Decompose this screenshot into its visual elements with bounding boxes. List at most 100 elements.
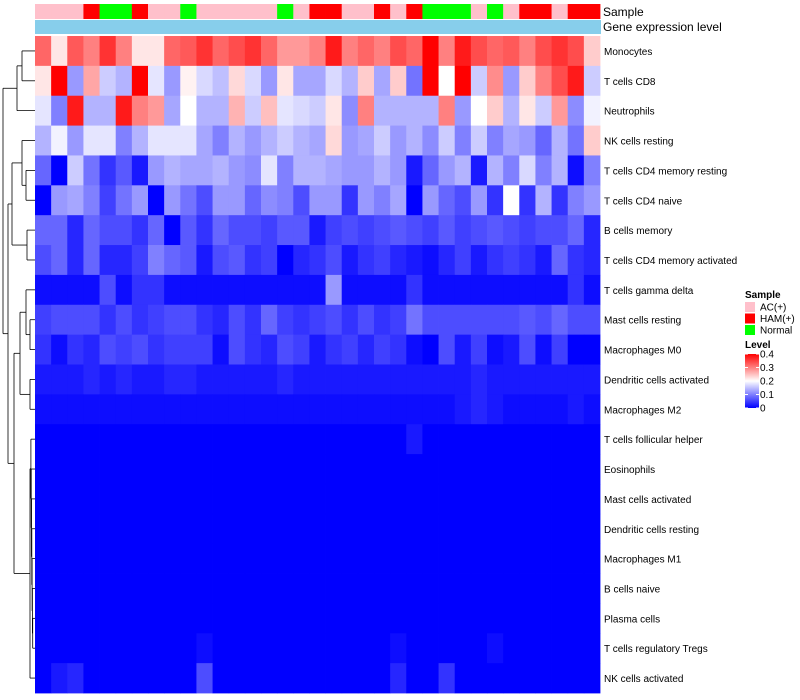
heatmap-cell bbox=[406, 274, 423, 306]
heatmap-cell bbox=[583, 155, 601, 186]
heatmap-cell bbox=[503, 245, 520, 276]
heatmap-cell bbox=[567, 573, 585, 604]
heatmap-cell bbox=[341, 573, 359, 604]
heatmap-cell bbox=[535, 65, 552, 97]
heatmap-cell bbox=[115, 274, 133, 306]
heatmap-cell bbox=[67, 245, 84, 276]
heatmap-cell bbox=[83, 483, 100, 515]
sample-annotation-cell bbox=[164, 4, 181, 19]
heatmap-cell bbox=[115, 603, 133, 634]
heatmap-cell bbox=[357, 603, 375, 634]
legend-swatch bbox=[745, 325, 755, 335]
heatmap-cell bbox=[293, 65, 310, 97]
heatmap-cell bbox=[277, 633, 294, 664]
heatmap-cell bbox=[390, 663, 407, 694]
heatmap-cell bbox=[503, 513, 520, 545]
heatmap-cell bbox=[470, 483, 488, 515]
sample-annotation-bar bbox=[35, 4, 601, 19]
heatmap-cell bbox=[35, 364, 52, 395]
heatmap-cell bbox=[309, 36, 326, 67]
heatmap-cell bbox=[535, 483, 552, 515]
heatmap-cell bbox=[406, 185, 423, 216]
heatmap-cell bbox=[67, 633, 84, 664]
annotation-label-expression: Gene expression level bbox=[603, 20, 722, 34]
heatmap-cell bbox=[196, 454, 213, 485]
heatmap-cell bbox=[148, 245, 165, 276]
heatmap-cell bbox=[567, 36, 585, 67]
heatmap-cell bbox=[551, 394, 569, 425]
heatmap-cell bbox=[454, 36, 472, 67]
heatmap-cell bbox=[261, 633, 278, 664]
heatmap-cell bbox=[35, 95, 52, 126]
heatmap-cell bbox=[535, 364, 552, 395]
heatmap-cell bbox=[131, 633, 149, 664]
heatmap-cell bbox=[406, 394, 423, 425]
row-label: Mast cells activated bbox=[604, 495, 691, 506]
heatmap-cell bbox=[180, 633, 197, 664]
heatmap-cell bbox=[325, 573, 343, 604]
legend-tick-label: 0.3 bbox=[760, 363, 774, 374]
heatmap-cell bbox=[535, 513, 552, 545]
heatmap-cell bbox=[422, 215, 439, 246]
heatmap-cell bbox=[390, 334, 407, 365]
heatmap-cell bbox=[196, 603, 213, 634]
heatmap-cell bbox=[164, 155, 181, 186]
heatmap-cell bbox=[503, 304, 520, 336]
heatmap-cell bbox=[148, 633, 165, 664]
heatmap-cell bbox=[228, 663, 246, 694]
heatmap-cell bbox=[406, 215, 423, 246]
heatmap-cell bbox=[35, 155, 52, 186]
heatmap-cell bbox=[567, 185, 585, 216]
heatmap-cell bbox=[583, 274, 601, 306]
heatmap-cell bbox=[357, 364, 375, 395]
heatmap-cell bbox=[325, 483, 343, 515]
heatmap-cell bbox=[261, 513, 278, 545]
heatmap-cell bbox=[470, 155, 488, 186]
heatmap-cell bbox=[535, 95, 552, 126]
heatmap-cell bbox=[196, 424, 213, 455]
heatmap-cell bbox=[422, 513, 439, 545]
heatmap-cell bbox=[583, 633, 601, 664]
heatmap-cell bbox=[293, 125, 310, 156]
heatmap-cell bbox=[374, 95, 391, 126]
heatmap-cell bbox=[341, 394, 359, 425]
heatmap-cell bbox=[583, 334, 601, 365]
heatmap-cell bbox=[438, 334, 456, 365]
heatmap-cell bbox=[406, 334, 423, 365]
heatmap-cell bbox=[325, 454, 343, 485]
heatmap-cell bbox=[551, 215, 569, 246]
heatmap-cell bbox=[535, 663, 552, 694]
heatmap-cell bbox=[261, 454, 278, 485]
heatmap-cell bbox=[115, 364, 133, 395]
heatmap-cell bbox=[422, 155, 439, 186]
heatmap-cell bbox=[519, 603, 536, 634]
heatmap-cell bbox=[438, 65, 456, 97]
heatmap-cell bbox=[164, 185, 181, 216]
heatmap-cell bbox=[535, 125, 552, 156]
heatmap-cell bbox=[357, 513, 375, 545]
heatmap-cell bbox=[212, 304, 230, 336]
heatmap-cell bbox=[470, 633, 488, 664]
heatmap-cell bbox=[406, 364, 423, 395]
heatmap-cell bbox=[374, 633, 391, 664]
heatmap-cell bbox=[83, 245, 100, 276]
heatmap-cell bbox=[487, 633, 504, 664]
heatmap-cell bbox=[35, 274, 52, 306]
heatmap-cell bbox=[277, 185, 294, 216]
heatmap-cell bbox=[567, 513, 585, 545]
heatmap-cell bbox=[115, 185, 133, 216]
legend-level-ticks: 0.4 0.3 0.2 0.1 0 bbox=[745, 350, 774, 415]
heatmap-cell bbox=[83, 633, 100, 664]
heatmap-cell bbox=[83, 304, 100, 336]
heatmap-cell bbox=[244, 543, 262, 574]
heatmap-cell bbox=[470, 543, 488, 574]
heatmap-cell bbox=[51, 304, 68, 336]
heatmap-cell bbox=[131, 513, 149, 545]
heatmap-cell bbox=[406, 125, 423, 156]
heatmap-cell bbox=[212, 185, 230, 216]
heatmap-cell bbox=[244, 36, 262, 67]
heatmap-cell bbox=[374, 663, 391, 694]
heatmap-cell bbox=[551, 245, 569, 276]
heatmap-cell bbox=[228, 274, 246, 306]
heatmap-cell bbox=[244, 573, 262, 604]
